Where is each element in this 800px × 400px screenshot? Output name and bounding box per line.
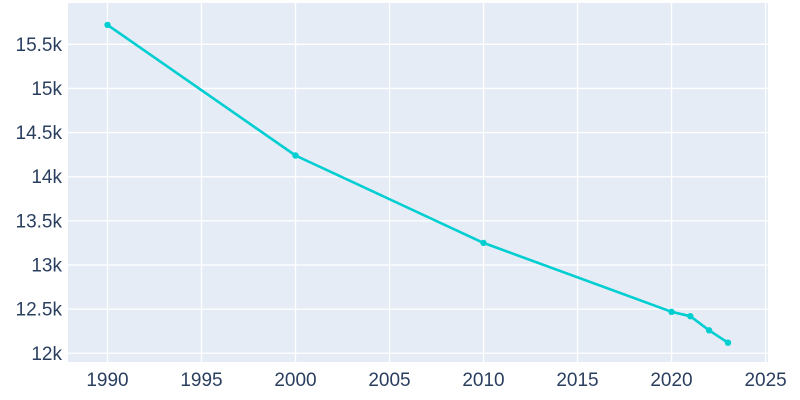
data-point-marker	[480, 239, 487, 247]
y-tick-label: 12.5k	[16, 300, 63, 321]
data-point-marker	[687, 313, 694, 320]
plot-area	[68, 3, 768, 362]
data-point-marker	[104, 21, 111, 29]
x-tick-label: 2020	[650, 370, 692, 391]
y-tick-label: 12k	[31, 344, 62, 365]
data-point-marker	[668, 308, 675, 315]
x-tick-label: 2015	[556, 370, 598, 391]
data-point-marker	[292, 152, 299, 159]
y-tick-label: 13.5k	[16, 211, 63, 232]
x-tick-label: 1995	[180, 370, 222, 391]
y-tick-label: 14.5k	[16, 123, 63, 144]
x-tick-label: 2000	[274, 370, 316, 391]
x-tick-label: 2005	[368, 370, 410, 391]
y-tick-label: 15k	[31, 79, 62, 100]
x-tick-label: 2010	[462, 370, 504, 391]
y-tick-label: 13k	[31, 256, 62, 277]
y-tick-label: 14k	[31, 167, 62, 188]
x-tick-label: 2025	[744, 370, 786, 391]
x-tick-label: 1990	[86, 370, 128, 391]
data-point-marker	[724, 339, 732, 346]
data-point-marker	[705, 327, 713, 334]
y-tick-label: 15.5k	[16, 35, 63, 56]
